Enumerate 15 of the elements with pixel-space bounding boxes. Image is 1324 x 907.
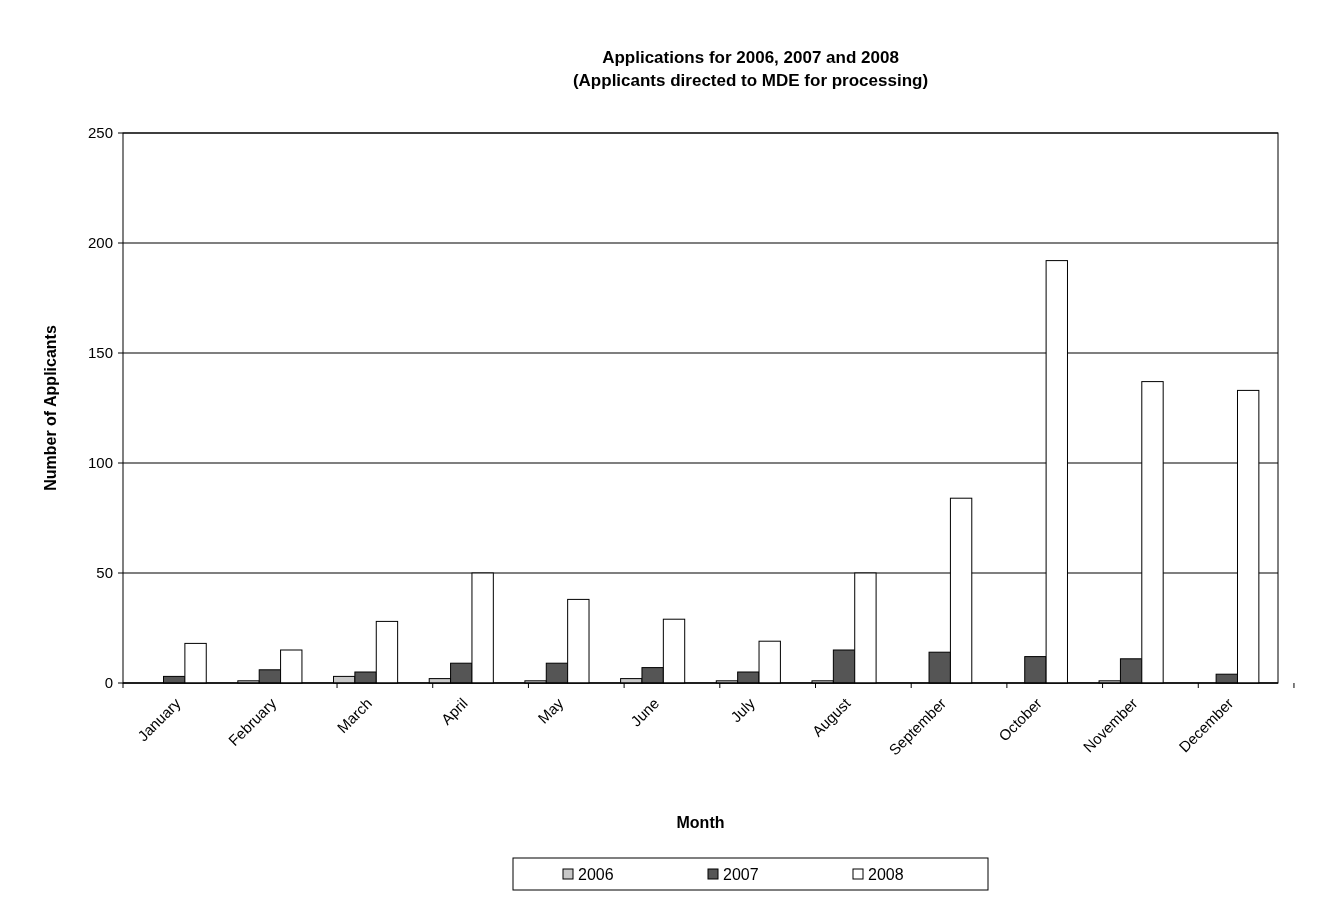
- x-tick-label: May: [534, 694, 567, 727]
- y-tick-label: 50: [96, 564, 113, 582]
- legend-label: 2007: [723, 865, 759, 883]
- x-axis-title: Month: [676, 814, 725, 831]
- chart-title: Applications for 2006, 2007 and 2008: [602, 48, 899, 67]
- chart-subtitle: (Applicants directed to MDE for processing): [572, 71, 929, 90]
- y-tick-label: 200: [87, 234, 113, 252]
- x-tick-label: July: [727, 694, 759, 726]
- y-tick-label: 0: [104, 674, 113, 692]
- y-axis-title: Number of Applicants: [42, 325, 59, 491]
- legend-label: 2006: [578, 865, 614, 883]
- y-tick-label: 100: [87, 454, 113, 472]
- y-tick-label: 150: [87, 344, 113, 362]
- y-tick-label: 250: [87, 124, 113, 142]
- legend-label: 2008: [868, 865, 904, 883]
